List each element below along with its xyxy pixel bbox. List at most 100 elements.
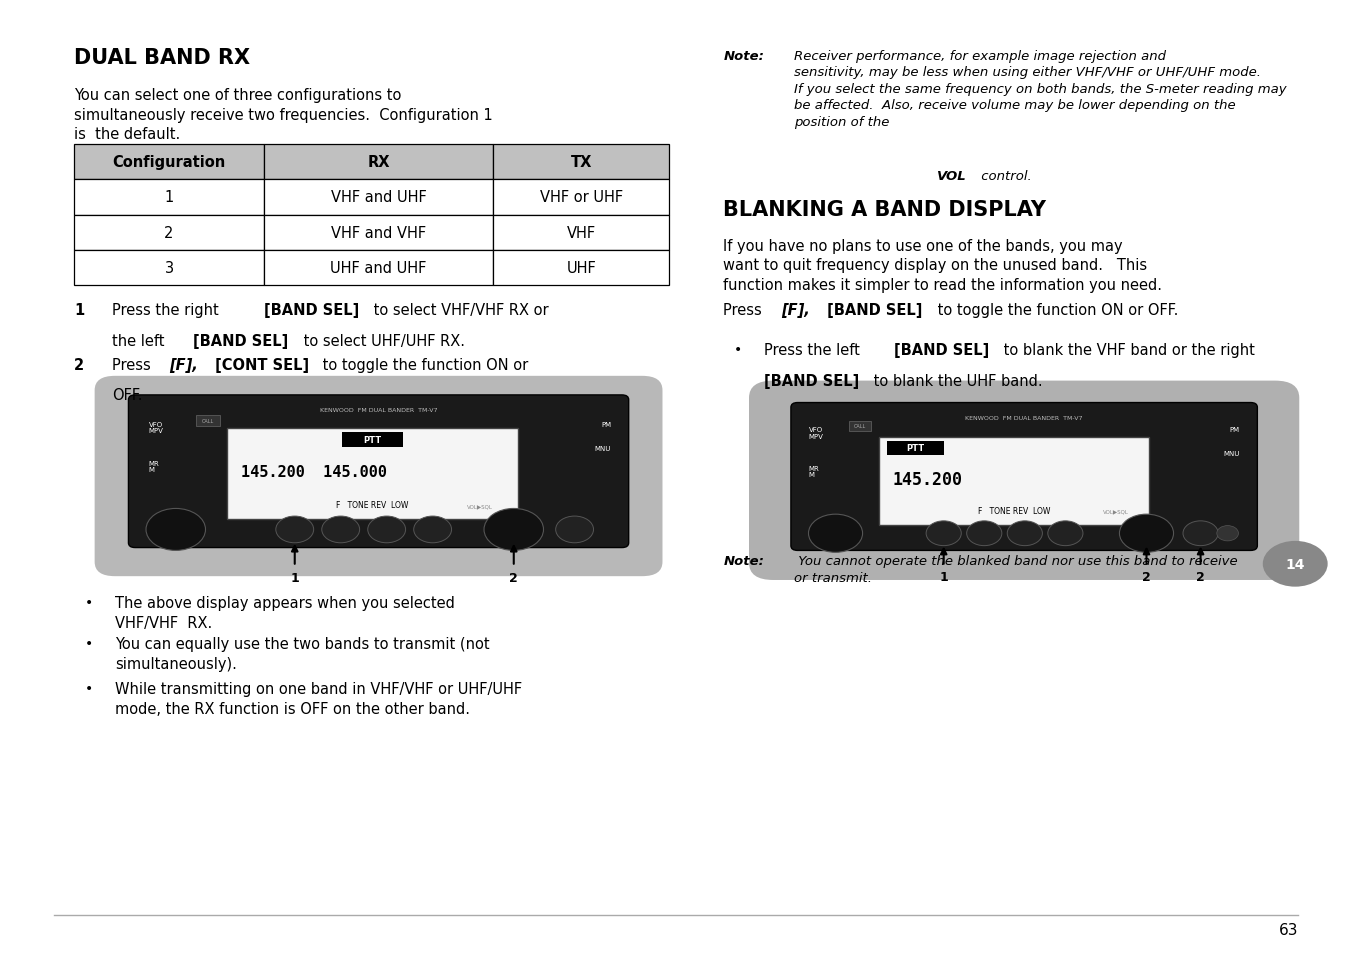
Text: 145.200: 145.200 bbox=[892, 471, 963, 489]
Text: MR
M: MR M bbox=[808, 465, 819, 477]
Text: Press the right: Press the right bbox=[112, 303, 223, 318]
Bar bbox=[264, 145, 493, 180]
Text: You can equally use the two bands to transmit (not
simultaneously).: You can equally use the two bands to tra… bbox=[115, 637, 489, 671]
Text: [BAND SEL]: [BAND SEL] bbox=[193, 334, 288, 349]
Circle shape bbox=[967, 521, 1002, 546]
Text: 14: 14 bbox=[1286, 558, 1305, 571]
Text: CALL: CALL bbox=[853, 423, 867, 429]
Text: [BAND SEL]: [BAND SEL] bbox=[264, 303, 358, 318]
Text: the left: the left bbox=[112, 334, 169, 349]
Text: 1: 1 bbox=[291, 572, 299, 585]
Text: DUAL BAND RX: DUAL BAND RX bbox=[74, 48, 250, 68]
Text: BLANKING A BAND DISPLAY: BLANKING A BAND DISPLAY bbox=[723, 200, 1046, 220]
Text: F   TONE REV  LOW: F TONE REV LOW bbox=[337, 501, 408, 510]
Text: to blank the VHF band or the right: to blank the VHF band or the right bbox=[999, 343, 1255, 358]
Text: VOL▶SQL: VOL▶SQL bbox=[466, 504, 493, 509]
Bar bbox=[849, 421, 871, 432]
Circle shape bbox=[484, 509, 544, 551]
Text: F   TONE REV  LOW: F TONE REV LOW bbox=[977, 507, 1051, 516]
Text: [BAND SEL]: [BAND SEL] bbox=[822, 303, 922, 318]
Text: •: • bbox=[734, 343, 742, 357]
Text: 1: 1 bbox=[940, 571, 948, 584]
Text: UHF and UHF: UHF and UHF bbox=[330, 261, 427, 275]
Bar bbox=[227, 429, 518, 519]
Bar bbox=[342, 433, 403, 448]
Circle shape bbox=[146, 509, 206, 551]
Text: to toggle the function ON or OFF.: to toggle the function ON or OFF. bbox=[933, 303, 1178, 318]
Text: to blank the UHF band.: to blank the UHF band. bbox=[869, 374, 1042, 389]
Text: You cannot operate the blanked band nor use this band to receive
or transmit.: You cannot operate the blanked band nor … bbox=[794, 555, 1237, 584]
Bar bbox=[493, 215, 669, 251]
Text: UHF: UHF bbox=[566, 261, 596, 275]
Text: [CONT SEL]: [CONT SEL] bbox=[210, 357, 308, 373]
Text: 145.200  145.000: 145.200 145.000 bbox=[241, 465, 387, 479]
Text: TX: TX bbox=[571, 155, 592, 170]
Text: control.: control. bbox=[977, 170, 1032, 183]
Bar bbox=[887, 441, 944, 456]
Circle shape bbox=[926, 521, 961, 546]
Text: VOL: VOL bbox=[937, 170, 967, 183]
Text: OFF.: OFF. bbox=[112, 388, 143, 403]
Bar bbox=[74, 145, 264, 180]
Text: 1: 1 bbox=[165, 191, 173, 205]
Text: to toggle the function ON or: to toggle the function ON or bbox=[318, 357, 529, 373]
Text: VHF: VHF bbox=[566, 226, 596, 240]
FancyBboxPatch shape bbox=[749, 381, 1299, 580]
Text: KENWOOD  FM DUAL BANDER  TM-V7: KENWOOD FM DUAL BANDER TM-V7 bbox=[320, 408, 437, 413]
FancyBboxPatch shape bbox=[128, 395, 629, 548]
Text: 63: 63 bbox=[1279, 922, 1298, 937]
Text: Press the left: Press the left bbox=[764, 343, 864, 358]
Text: MR
M: MR M bbox=[149, 460, 160, 473]
Text: VFO
MPV: VFO MPV bbox=[149, 421, 164, 434]
Text: 1: 1 bbox=[74, 303, 85, 318]
Text: PTT: PTT bbox=[906, 444, 925, 453]
Bar bbox=[196, 416, 220, 427]
Text: PM: PM bbox=[1230, 427, 1240, 433]
Text: 2: 2 bbox=[1142, 571, 1151, 584]
Circle shape bbox=[414, 517, 452, 543]
Text: VHF or UHF: VHF or UHF bbox=[539, 191, 623, 205]
Text: to select VHF/VHF RX or: to select VHF/VHF RX or bbox=[369, 303, 549, 318]
Text: Configuration: Configuration bbox=[112, 155, 226, 170]
Text: VHF and UHF: VHF and UHF bbox=[331, 191, 426, 205]
FancyBboxPatch shape bbox=[791, 403, 1257, 551]
FancyBboxPatch shape bbox=[95, 376, 662, 577]
Text: 3: 3 bbox=[165, 261, 173, 275]
Text: VOL▶SQL: VOL▶SQL bbox=[1102, 509, 1129, 514]
Text: [F],: [F], bbox=[781, 303, 810, 318]
Text: RX: RX bbox=[368, 155, 389, 170]
Text: MNU: MNU bbox=[1224, 451, 1240, 456]
Text: Note:: Note: bbox=[723, 50, 764, 63]
Text: •: • bbox=[85, 637, 93, 651]
Circle shape bbox=[1007, 521, 1042, 546]
Circle shape bbox=[1119, 515, 1174, 553]
Text: PM: PM bbox=[602, 421, 611, 427]
Bar bbox=[74, 251, 264, 286]
Bar bbox=[493, 180, 669, 215]
Text: 2: 2 bbox=[510, 572, 518, 585]
Text: 2: 2 bbox=[74, 357, 84, 373]
Text: MNU: MNU bbox=[595, 446, 611, 452]
Text: Press: Press bbox=[112, 357, 155, 373]
Bar bbox=[74, 180, 264, 215]
Bar bbox=[493, 251, 669, 286]
Text: The above display appears when you selected
VHF/VHF  RX.: The above display appears when you selec… bbox=[115, 596, 454, 630]
Circle shape bbox=[808, 515, 863, 553]
Text: VHF and VHF: VHF and VHF bbox=[331, 226, 426, 240]
Bar bbox=[264, 180, 493, 215]
Text: 2: 2 bbox=[1197, 571, 1205, 584]
Bar bbox=[264, 215, 493, 251]
Bar bbox=[74, 215, 264, 251]
Text: If you have no plans to use one of the bands, you may
want to quit frequency dis: If you have no plans to use one of the b… bbox=[723, 238, 1163, 293]
Text: [BAND SEL]: [BAND SEL] bbox=[764, 374, 859, 389]
Circle shape bbox=[276, 517, 314, 543]
Text: Receiver performance, for example image rejection and
sensitivity, may be less w: Receiver performance, for example image … bbox=[794, 50, 1286, 129]
Text: Press: Press bbox=[723, 303, 767, 318]
Circle shape bbox=[1183, 521, 1218, 546]
Text: •: • bbox=[85, 681, 93, 696]
Text: [BAND SEL]: [BAND SEL] bbox=[894, 343, 988, 358]
Bar bbox=[264, 251, 493, 286]
Text: While transmitting on one band in VHF/VHF or UHF/UHF
mode, the RX function is OF: While transmitting on one band in VHF/VH… bbox=[115, 681, 522, 716]
Circle shape bbox=[556, 517, 594, 543]
Text: KENWOOD  FM DUAL BANDER  TM-V7: KENWOOD FM DUAL BANDER TM-V7 bbox=[965, 416, 1083, 420]
